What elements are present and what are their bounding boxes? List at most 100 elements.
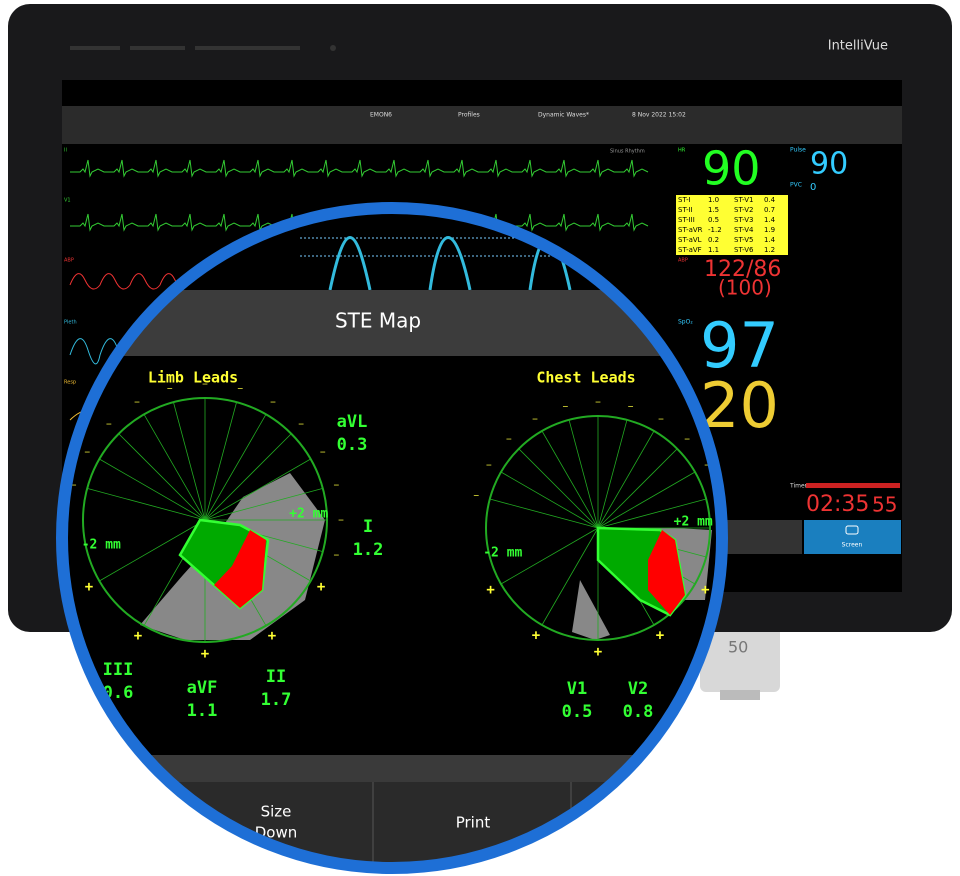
st-cell: ST-aVF xyxy=(678,246,702,254)
timer-label: TimerA xyxy=(789,483,812,490)
map-red xyxy=(648,530,685,615)
map-red xyxy=(214,530,266,608)
map-spoke xyxy=(118,433,206,521)
map-spoke xyxy=(597,471,696,529)
map-spoke xyxy=(597,448,678,529)
lead-name: II xyxy=(266,667,286,687)
st-cell: ST-V3 xyxy=(734,216,753,224)
lead-name: I xyxy=(363,517,373,537)
wave-label: ABP xyxy=(64,258,74,264)
map-plus: + xyxy=(486,582,494,598)
st-cell: 0.2 xyxy=(708,236,719,244)
spo2-label: SpO₂ xyxy=(678,319,693,326)
map-tick: – xyxy=(506,431,512,445)
wave-label: Pleth xyxy=(64,320,77,326)
map-title: Chest Leads xyxy=(536,369,635,387)
map-spoke xyxy=(597,419,628,529)
map-tick: – xyxy=(658,411,664,425)
lead-name: aVL xyxy=(337,412,368,432)
map-spoke xyxy=(173,402,206,521)
st-cell: 0.4 xyxy=(764,196,776,204)
st-cell: ST-V1 xyxy=(734,196,753,204)
map-tick: – xyxy=(684,431,690,445)
map-plus: + xyxy=(656,627,664,643)
st-cell: ST-V4 xyxy=(734,226,754,234)
map-plus: + xyxy=(701,582,709,598)
camera xyxy=(330,45,336,51)
header-band xyxy=(62,290,722,356)
scale-neg: -2 mm xyxy=(483,546,522,561)
map-spoke xyxy=(99,458,206,521)
button-label[interactable]: Print xyxy=(456,814,491,832)
map-spoke xyxy=(204,402,237,521)
pvc-value: 0 xyxy=(810,182,816,193)
lead-value: 1.7 xyxy=(261,690,292,710)
map-tick: – xyxy=(71,477,77,491)
group: Limb Leads––––– – –––––––++++++2 mm-2 mmCh… xyxy=(71,369,722,723)
pvc-label: PVC xyxy=(790,182,802,189)
abp-value: 122/86 xyxy=(704,257,781,282)
resp-value: 20 xyxy=(700,369,779,442)
screen-button[interactable] xyxy=(804,520,901,554)
map-spoke xyxy=(568,419,599,529)
wave-label: Resp xyxy=(64,380,76,386)
wave-label: V1 xyxy=(64,198,71,204)
map-spoke xyxy=(143,414,206,521)
lead-value: 1.2 xyxy=(353,540,384,560)
st-cell: ST-V2 xyxy=(734,206,753,214)
st-cell: ST-I xyxy=(678,196,691,204)
map-tick: – xyxy=(167,381,173,395)
magnifier-ring xyxy=(56,202,728,874)
lead-value: 0.6 xyxy=(103,683,134,703)
map-plus: + xyxy=(268,628,276,644)
st-cell: ST-V6 xyxy=(734,246,754,254)
map-tick: – xyxy=(134,395,140,409)
st-cell: ST-V5 xyxy=(734,236,753,244)
map-spoke xyxy=(204,458,311,521)
top-bar xyxy=(62,106,902,144)
map-plus: + xyxy=(85,579,93,595)
group: ST-I 1.0 ST-V1 0.4 ST-II 1.5 ST-V2 0.7 ST-III 0.5… xyxy=(678,196,776,254)
speaker xyxy=(70,46,120,50)
screen-button-label[interactable]: Screen xyxy=(842,542,863,549)
map-tick: – xyxy=(595,395,601,409)
hr-label: HR xyxy=(678,148,686,154)
lead-value: 1.1 xyxy=(187,701,218,721)
map-tick: – xyxy=(333,548,339,562)
view[interactable]: Dynamic Waves* xyxy=(538,112,589,119)
timer-value: 55 xyxy=(872,493,897,517)
pulse-label: Pulse xyxy=(790,147,806,154)
map-tick: – xyxy=(320,445,326,459)
ecg-wave xyxy=(70,159,649,178)
map-tick: – xyxy=(202,377,208,391)
map-spoke xyxy=(541,430,599,529)
st-cell: -1.2 xyxy=(708,226,722,234)
profiles[interactable]: Profiles xyxy=(458,112,480,119)
map-spoke xyxy=(597,430,655,529)
st-cell: 0.7 xyxy=(764,206,775,214)
alarm-limit xyxy=(300,237,640,257)
map-tick: – xyxy=(270,395,276,409)
map-plus: + xyxy=(317,579,325,595)
datetime: 8 Nov 2022 15:02 xyxy=(632,112,686,119)
bed-label: EMON6 xyxy=(370,112,392,119)
brand: IntelliVue xyxy=(828,39,888,54)
st-cell: ST-aVL xyxy=(678,236,702,244)
lead-name: III xyxy=(103,660,134,680)
button-band xyxy=(62,782,722,868)
lead-value: 0.5 xyxy=(562,702,593,722)
map-spoke xyxy=(518,448,599,529)
st-cell: ST-aVR xyxy=(678,226,703,234)
abp-mean: (100) xyxy=(718,276,772,300)
speaker xyxy=(195,46,300,50)
map-spoke xyxy=(500,471,599,529)
st-table-bg xyxy=(676,195,788,255)
st-cell: 1.4 xyxy=(764,216,776,224)
stand-base xyxy=(720,690,760,700)
map-tick: – xyxy=(486,458,492,472)
scale-neg: -2 mm xyxy=(82,538,121,553)
lead-name: aVF xyxy=(187,678,218,698)
button-label[interactable]: Size xyxy=(261,803,292,821)
st-cell: ST-III xyxy=(678,216,695,224)
